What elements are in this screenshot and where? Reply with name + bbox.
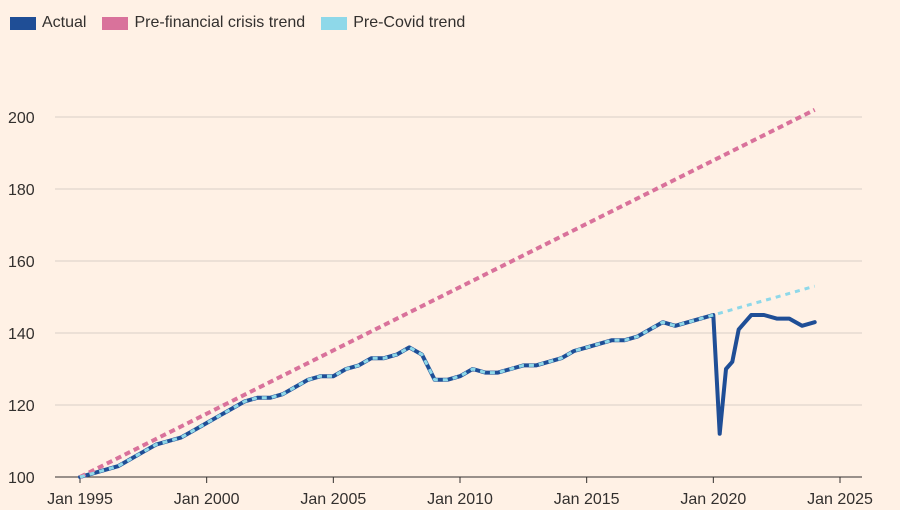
y-tick-label: 120: [8, 398, 35, 415]
y-tick-label: 140: [8, 326, 35, 343]
x-tick-label: Jan 2015: [554, 491, 620, 508]
legend-label-pre-financial: Pre-financial crisis trend: [134, 14, 306, 31]
legend-item-pre-financial: Pre-financial crisis trend: [102, 14, 305, 32]
grid-lines: [55, 116, 862, 406]
series-pre-financial-trend-line: [79, 108, 816, 479]
x-tick-label: Jan 2000: [174, 491, 240, 508]
legend-label-pre-covid: Pre-Covid trend: [353, 14, 466, 31]
x-tick-label: Jan 2010: [427, 491, 493, 508]
y-tick-label: 200: [8, 110, 35, 127]
x-tick-label: Jan 2005: [300, 491, 366, 508]
legend-label-actual: Actual: [42, 14, 87, 31]
y-tick-label: 100: [8, 470, 35, 487]
chart-legend: Actual Pre-financial crisis trend Pre-Co…: [10, 14, 465, 32]
x-axis: Jan 1995 Jan 2000 Jan 2005 Jan 2010 Jan 2015…: [47, 476, 873, 508]
x-tick-label: Jan 1995: [47, 491, 113, 508]
y-tick-label: 160: [8, 254, 35, 271]
series-pre-covid-trend-line: [79, 284, 816, 479]
legend-swatch-pre-financial: [102, 16, 129, 30]
y-axis-labels: 100 120 140 160 180 200: [8, 110, 35, 487]
series-actual-line: [78, 313, 817, 479]
y-tick-label: 180: [8, 182, 35, 199]
data-series: [78, 108, 817, 479]
legend-swatch-actual: [10, 16, 36, 30]
x-tick-label: Jan 2020: [680, 491, 746, 508]
legend-item-pre-covid: Pre-Covid trend: [321, 14, 465, 32]
legend-swatch-pre-covid: [321, 16, 348, 30]
legend-item-actual: Actual: [10, 14, 86, 32]
x-tick-label: Jan 2025: [807, 491, 873, 508]
